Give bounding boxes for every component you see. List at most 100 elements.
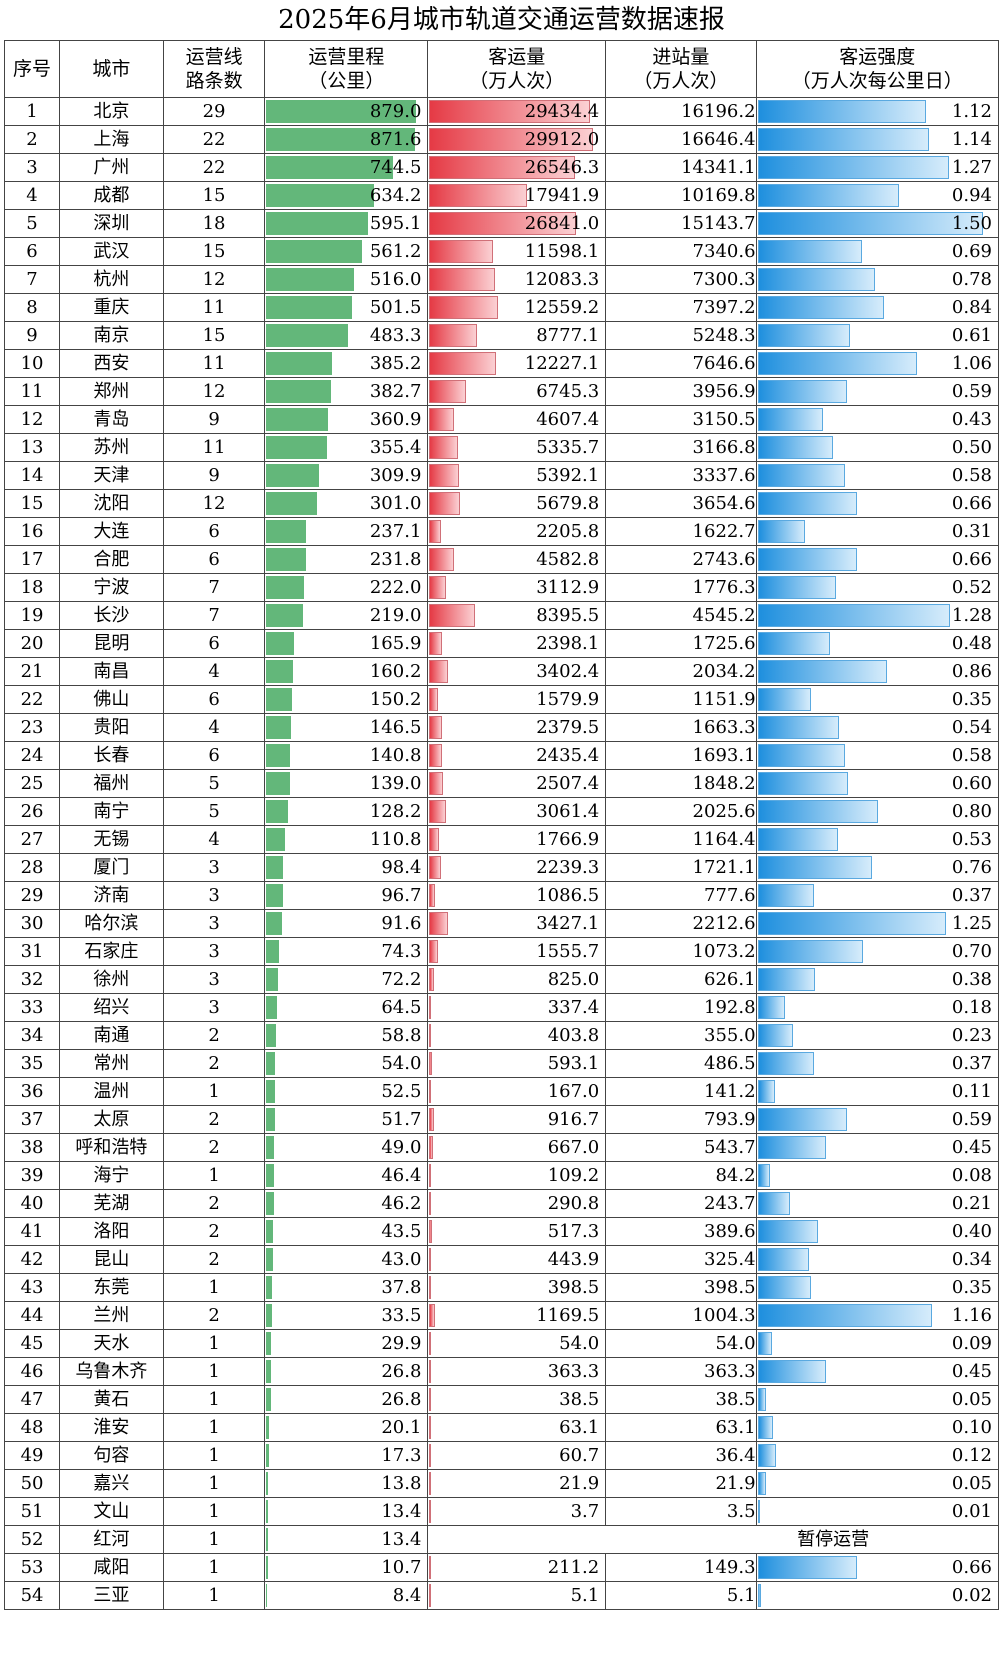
intensity-cell-bar [757,604,950,627]
ridership-cell-bar [429,828,440,851]
ridership-cell-value: 1086.5 [536,885,600,906]
table-row: 27 无锡 4 110.8 1766.9 1164.4 0.53 [3,825,1000,854]
intensity-cell-value: 0.80 [951,801,992,822]
row-index: 27 [3,825,61,854]
city-name: 广州 [59,153,164,182]
intensity-cell-value: 1.16 [951,1305,992,1326]
ridership-cell-value: 11598.1 [524,241,600,262]
table-row: 43 东莞 1 37.8 398.5 398.5 0.35 [3,1273,1000,1302]
mileage-cell-bar [266,156,394,179]
mileage-cell-bar [266,744,291,767]
ridership-cell-bar [429,128,594,151]
line-count: 1 [162,1357,266,1386]
line-count: 1 [162,1077,266,1106]
table-row: 8 重庆 11 501.5 12559.2 7397.2 0.84 [3,293,1000,322]
line-count: 1 [162,1441,266,1470]
intensity-cell: 0.84 [755,293,1000,322]
mileage-cell: 98.4 [264,853,429,882]
ridership-cell: 29912.0 [427,125,607,154]
line-count: 12 [162,489,266,518]
line-count: 11 [162,293,266,322]
table-row: 51 文山 1 13.4 3.7 3.5 0.01 [3,1497,1000,1526]
city-name: 东莞 [59,1273,164,1302]
mileage-cell: 110.8 [264,825,429,854]
line-count: 15 [162,181,266,210]
ridership-cell: 1555.7 [427,937,607,966]
intensity-cell-value: 0.59 [951,381,992,402]
ridership-cell: 443.9 [427,1245,607,1274]
ridership-cell: 4607.4 [427,405,607,434]
mileage-cell-bar [266,464,320,487]
intensity-cell-value: 0.35 [951,689,992,710]
row-index: 32 [3,965,61,994]
mileage-cell-bar [266,1444,270,1467]
intensity-cell-value: 1.06 [951,353,992,374]
intensity-cell: 0.05 [755,1469,1000,1498]
table-row: 2 上海 22 871.6 29912.0 16646.4 1.14 [3,125,1000,154]
city-name: 昆明 [59,629,164,658]
row-index: 31 [3,937,61,966]
intensity-cell-value: 0.45 [951,1361,992,1382]
intensity-cell-bar [757,996,785,1019]
ridership-cell: 12083.3 [427,265,607,294]
mileage-cell: 51.7 [264,1105,429,1134]
mileage-cell-value: 110.8 [369,829,422,850]
row-index: 3 [3,153,61,182]
intensity-cell: 0.66 [755,489,1000,518]
mileage-cell: 483.3 [264,321,429,350]
ridership-cell-value: 38.5 [559,1389,600,1410]
intensity-cell: 0.69 [755,237,1000,266]
intensity-cell-bar [757,464,845,487]
intensity-cell-value: 0.10 [951,1417,992,1438]
mileage-cell: 879.0 [264,97,429,126]
ridership-cell-value: 337.4 [547,997,600,1018]
ridership-cell-value: 2205.8 [536,521,600,542]
entries-value: 3956.9 [605,377,757,406]
ridership-cell: 363.3 [427,1357,607,1386]
ridership-cell: 3.7 [427,1497,607,1526]
intensity-cell-bar [757,1444,776,1467]
ridership-cell-bar [429,1108,435,1131]
mileage-cell-value: 91.6 [381,913,422,934]
entries-value: 2025.6 [605,797,757,826]
ridership-cell: 337.4 [427,993,607,1022]
mileage-cell-bar [266,1528,269,1551]
row-index: 9 [3,321,61,350]
mileage-cell-bar [266,380,332,403]
intensity-cell: 0.34 [755,1245,1000,1274]
intensity-cell-bar [757,688,811,711]
entries-value: 5.1 [605,1581,757,1610]
table-row: 45 天水 1 29.9 54.0 54.0 0.09 [3,1329,1000,1358]
ridership-cell-value: 1555.7 [536,941,600,962]
ridership-cell: 916.7 [427,1105,607,1134]
mileage-cell-bar [266,184,375,207]
intensity-cell-value: 0.58 [951,745,992,766]
intensity-cell: 0.59 [755,1105,1000,1134]
suspended-text: 暂停运营 [797,1529,870,1550]
mileage-cell-bar [266,576,305,599]
mileage-cell-value: 46.4 [381,1165,422,1186]
intensity-cell-bar [757,1472,766,1495]
intensity-cell: 1.16 [755,1301,1000,1330]
intensity-cell-bar [757,660,887,683]
line-count: 9 [162,405,266,434]
ridership-cell: 26841.0 [427,209,607,238]
mileage-cell-value: 483.3 [369,325,422,346]
ridership-cell: 825.0 [427,965,607,994]
entries-value: 325.4 [605,1245,757,1274]
mileage-cell: 52.5 [264,1077,429,1106]
line-count: 6 [162,517,266,546]
header-city: 城市 [59,40,164,98]
intensity-cell-value: 0.05 [951,1473,992,1494]
table-row: 34 南通 2 58.8 403.8 355.0 0.23 [3,1021,1000,1050]
mileage-cell-value: 355.4 [369,437,422,458]
intensity-cell-bar [757,128,929,151]
mileage-cell-value: 8.4 [392,1585,422,1606]
intensity-cell-bar [757,1024,793,1047]
ridership-cell-value: 443.9 [547,1249,600,1270]
entries-value: 2034.2 [605,657,757,686]
ridership-cell: 2379.5 [427,713,607,742]
header-mileage: 运营里程 （公里） [264,40,429,98]
ridership-cell: 398.5 [427,1273,607,1302]
row-index: 53 [3,1553,61,1582]
